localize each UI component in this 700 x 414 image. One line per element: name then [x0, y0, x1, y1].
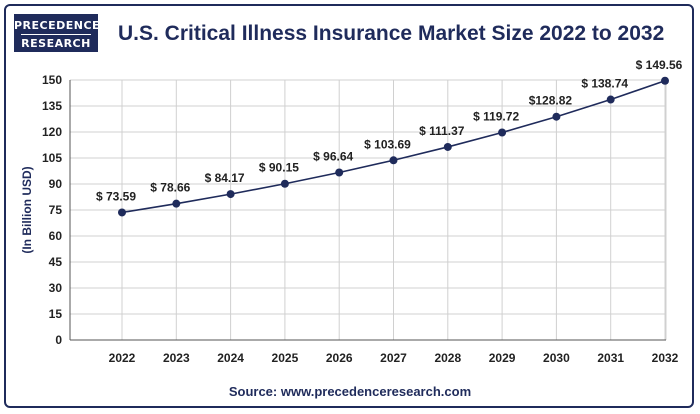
y-tick-label-3: 45 — [49, 255, 63, 269]
data-label-1: $ 78.66 — [150, 181, 190, 195]
x-tick-label-0: 2022 — [109, 351, 136, 365]
data-label-3: $ 90.15 — [259, 161, 299, 175]
chart-title: U.S. Critical Illness Insurance Market S… — [118, 22, 665, 45]
x-tick-label-7: 2029 — [489, 351, 516, 365]
data-point-3 — [280, 179, 289, 188]
data-label-4: $ 96.64 — [313, 149, 353, 163]
data-label-5: $ 103.69 — [364, 137, 411, 151]
data-point-7 — [498, 128, 507, 137]
source-note: Source: www.precedenceresearch.com — [228, 384, 472, 399]
data-label-10: $ 149.56 — [636, 58, 683, 72]
y-tick-label-7: 105 — [42, 151, 62, 165]
data-point-5 — [389, 156, 398, 165]
data-label-0: $ 73.59 — [96, 189, 136, 203]
data-point-4 — [335, 168, 344, 177]
x-tick-label-2: 2024 — [217, 351, 244, 365]
y-tick-label-5: 75 — [49, 203, 63, 217]
y-tick-label-8: 120 — [42, 125, 62, 139]
x-tick-label-3: 2025 — [272, 351, 299, 365]
y-tick-label-2: 30 — [49, 281, 63, 295]
data-label-8: $128.82 — [529, 94, 573, 108]
data-point-10 — [661, 76, 669, 85]
y-tick-label-4: 60 — [49, 229, 63, 243]
y-axis-title: (In Billion USD) — [20, 166, 34, 253]
x-tick-label-4: 2026 — [326, 351, 353, 365]
y-tick-label-0: 0 — [55, 333, 62, 347]
data-point-6 — [443, 142, 452, 151]
x-tick-label-6: 2028 — [434, 351, 461, 365]
data-point-8 — [552, 112, 561, 121]
data-label-6: $ 111.37 — [419, 124, 465, 138]
x-tick-label-8: 2030 — [543, 351, 570, 365]
data-point-1 — [172, 199, 181, 208]
x-tick-label-5: 2027 — [380, 351, 407, 365]
x-tick-label-1: 2023 — [163, 351, 190, 365]
chart-frame — [4, 4, 694, 408]
data-label-7: $ 119.72 — [473, 109, 519, 123]
data-point-2 — [226, 190, 235, 199]
y-tick-label-9: 135 — [42, 99, 62, 113]
logo-line-1: PRECEDENCE — [14, 19, 101, 32]
y-tick-label-1: 15 — [49, 307, 63, 321]
x-tick-label-9: 2031 — [597, 351, 624, 365]
logo-line-2: RESEARCH — [21, 34, 91, 50]
y-tick-label-10: 150 — [42, 73, 62, 87]
brand-logo: PRECEDENCE RESEARCH — [14, 14, 101, 52]
x-tick-label-10: 2032 — [652, 351, 679, 365]
data-label-9: $ 138.74 — [581, 77, 628, 91]
y-tick-label-6: 90 — [49, 177, 63, 191]
data-point-0 — [118, 208, 126, 217]
data-label-2: $ 84.17 — [205, 171, 245, 185]
data-point-9 — [606, 95, 615, 104]
